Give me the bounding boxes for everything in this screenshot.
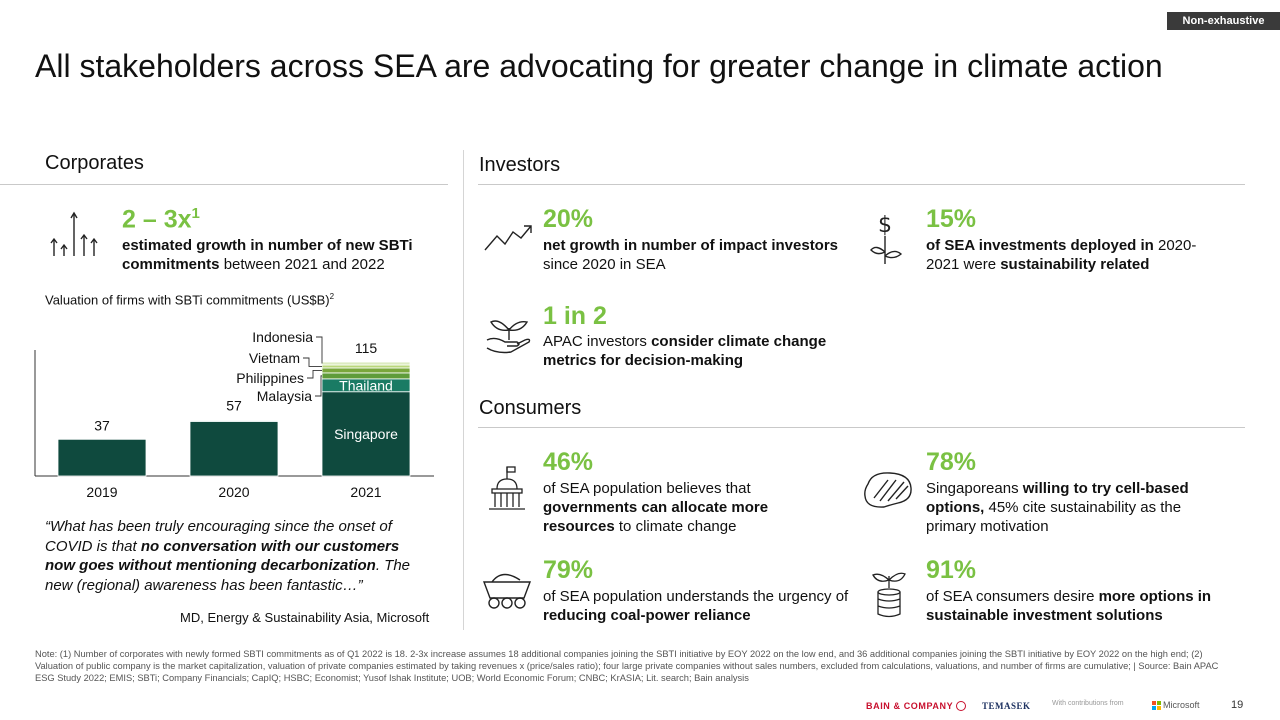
consumers-heading: Consumers xyxy=(479,397,582,419)
non-exhaustive-tag: Non-exhaustive xyxy=(1167,12,1280,30)
consumers-stat-3-desc: of SEA population understands the urgenc… xyxy=(543,588,849,624)
bar-singapore-2020 xyxy=(189,421,279,477)
x-tick-2020: 2020 xyxy=(218,484,249,500)
legend-label-philippines: Philippines xyxy=(236,370,304,386)
total-label-2021: 115 xyxy=(355,340,378,356)
bar-indonesia-2021 xyxy=(321,361,411,366)
investors-stat-3-value: 1 in 2 xyxy=(543,302,607,330)
corporates-heading: Corporates xyxy=(45,152,144,174)
consumers-stat-2-value: 78% xyxy=(926,448,977,476)
microsoft-logo-text: Microsoft xyxy=(1163,700,1200,710)
investors-stat-2-desc: of SEA investments deployed in 2020-2021… xyxy=(926,237,1197,273)
legend-label-vietnam: Vietnam xyxy=(249,350,300,366)
bar-vietnam-2021 xyxy=(321,364,411,369)
hand-sprout-icon xyxy=(485,316,533,356)
bain-logo-mark xyxy=(956,701,967,711)
sbti-valuation-chart: 37 2019 57 2020 115 2021 Singapore Thailand Mala… xyxy=(34,329,434,500)
page-number: 19 xyxy=(1231,699,1244,711)
corporates-stat-value: 2 – 3x1 xyxy=(122,205,200,234)
consumers-stat-4-value: 91% xyxy=(926,556,977,584)
government-building-icon xyxy=(486,465,528,513)
leader-line-malaysia xyxy=(315,375,322,397)
page-title: All stakeholders across SEA are advocati… xyxy=(35,48,1163,84)
investors-stat-1-desc: net growth in number of impact investors… xyxy=(543,237,839,273)
coin-sprout-icon xyxy=(868,570,910,620)
growth-arrows-icon xyxy=(48,210,98,260)
consumers-stat-2-desc: Singaporeans willing to try cell-based o… xyxy=(926,480,1189,535)
x-tick-2021: 2021 xyxy=(350,484,381,500)
leader-line-vietnam xyxy=(303,357,322,367)
total-label-2019: 37 xyxy=(94,417,110,433)
segment-label-singapore: Singapore xyxy=(334,426,398,442)
bar-philippines-2021 xyxy=(321,367,411,374)
chart-title: Valuation of firms with SBTi commitments… xyxy=(45,292,335,308)
consumers-stat-1-desc: of SEA population believes that governme… xyxy=(543,480,769,535)
svg-text:$: $ xyxy=(878,213,892,238)
consumers-stat-4-desc: of SEA consumers desire more options in … xyxy=(926,588,1212,624)
column-divider xyxy=(463,150,464,630)
microsoft-logo-icon xyxy=(1152,701,1161,710)
corporates-stat-desc: estimated growth in number of new SBTi c… xyxy=(122,237,413,273)
investors-stat-3-desc: APAC investors consider climate change m… xyxy=(543,333,827,369)
leader-line-indonesia xyxy=(316,336,323,364)
money-plant-icon: $ xyxy=(868,210,910,266)
bain-logo: BAIN & COMPANY xyxy=(866,701,967,711)
legend-label-indonesia: Indonesia xyxy=(252,329,313,345)
consumers-stat-3-value: 79% xyxy=(543,556,594,584)
investors-stat-1-value: 20% xyxy=(543,205,594,233)
corporates-divider xyxy=(0,184,448,185)
leader-line-philippines xyxy=(307,369,322,379)
coal-cart-icon xyxy=(482,566,532,612)
total-label-2020: 57 xyxy=(226,397,242,413)
investors-heading: Investors xyxy=(479,154,561,176)
investors-divider xyxy=(478,184,1245,185)
footnote: Note: (1) Number of corporates with newl… xyxy=(35,649,1219,683)
bar-singapore-2019 xyxy=(57,438,147,477)
trend-line-icon xyxy=(483,222,533,254)
consumers-divider xyxy=(478,427,1245,428)
microsoft-quote: “What has been truly encouraging since t… xyxy=(45,518,411,594)
quote-attribution: MD, Energy & Sustainability Asia, Micros… xyxy=(180,610,430,625)
investors-stat-2-value: 15% xyxy=(926,205,977,233)
temasek-logo: TEMASEK xyxy=(982,701,1031,711)
segment-label-thailand: Thailand xyxy=(339,377,393,393)
consumers-stat-1-value: 46% xyxy=(543,448,594,476)
contributions-label: With contributions from xyxy=(1052,700,1124,707)
x-tick-2019: 2019 xyxy=(86,484,117,500)
legend-label-malaysia: Malaysia xyxy=(257,388,312,404)
steak-icon xyxy=(862,470,914,510)
